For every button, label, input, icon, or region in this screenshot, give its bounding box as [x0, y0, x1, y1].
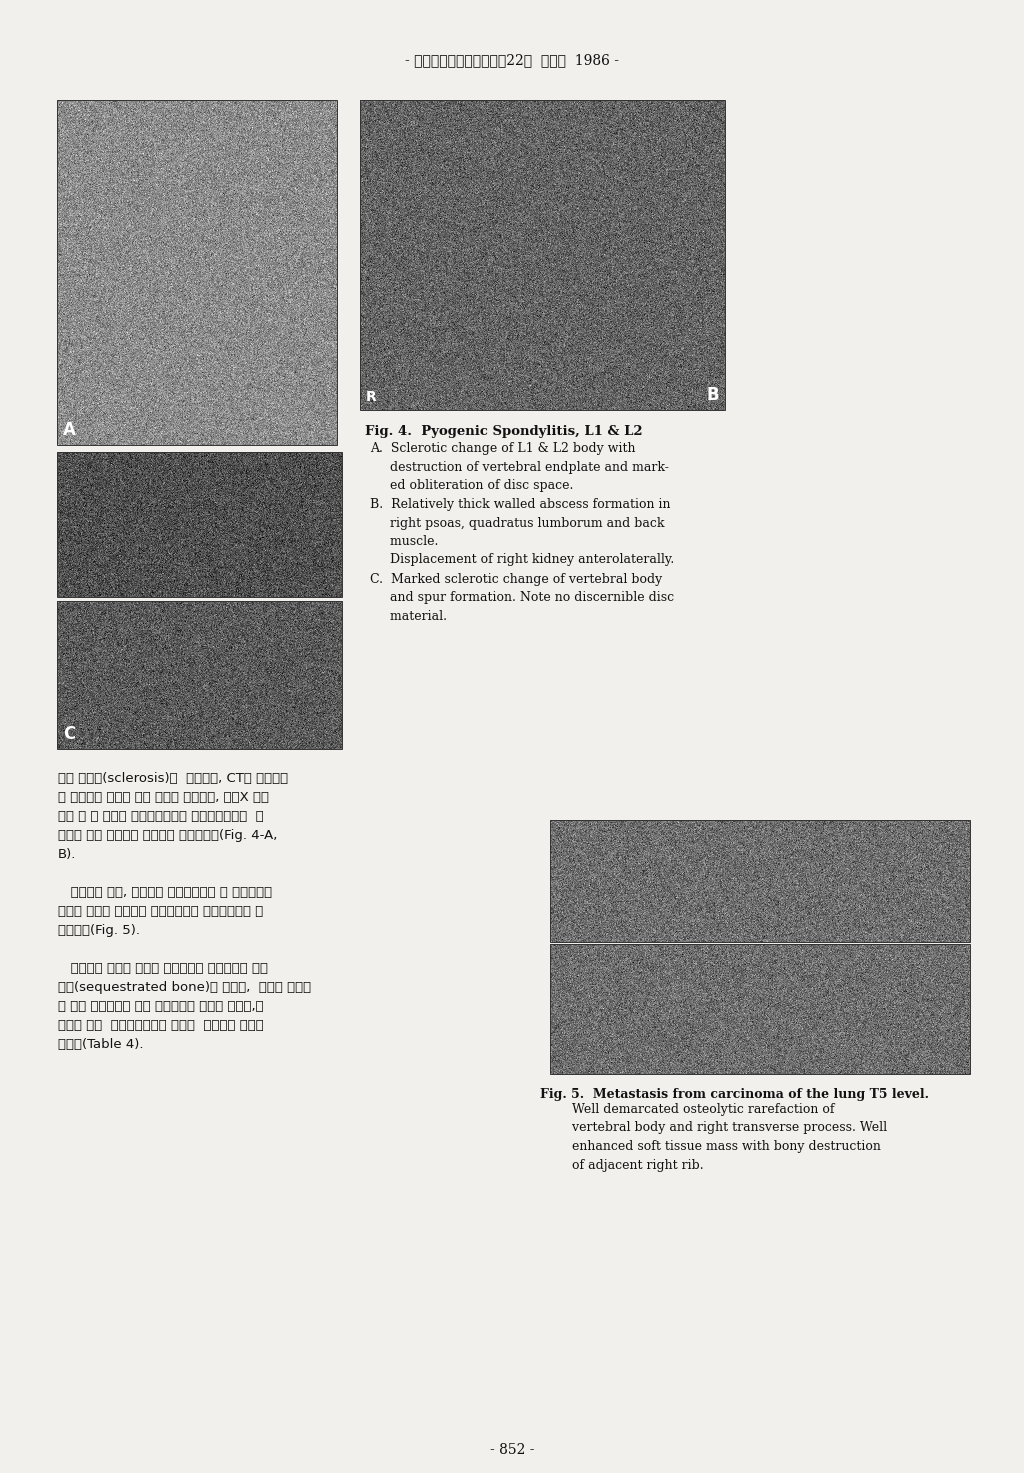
Text: 이면서 양쪽 요근부와 배근부에 존재하였다(Fig. 4-A,: 이면서 양쪽 요근부와 배근부에 존재하였다(Fig. 4-A,: [58, 829, 278, 843]
Text: 영상 볼 수 없었던 철추주위농양이 환성조영증강을  보: 영상 볼 수 없었던 철추주위농양이 환성조영증강을 보: [58, 810, 264, 823]
Text: 파와 골경화(sclerosis)를  보였는데, CT상 불규칙적: 파와 골경화(sclerosis)를 보였는데, CT상 불규칙적: [58, 772, 288, 785]
Text: Well demarcated osteolytic rarefaction of
        vertebral body and right trans: Well demarcated osteolytic rarefaction o…: [540, 1103, 887, 1171]
Text: C: C: [63, 725, 75, 742]
Text: - 852 -: - 852 -: [489, 1444, 535, 1457]
Text: 전이암의 경우, 철추체와 철추후방부위 및 늘골내외의: 전이암의 경우, 철추체와 철추후방부위 및 늘골내외의: [58, 885, 272, 899]
Text: Fig. 5.  Metastasis from carcinoma of the lung T5 level.: Fig. 5. Metastasis from carcinoma of the…: [540, 1089, 929, 1100]
Text: 파괴를 보이며 중등도로 조영증강되는 연조직종괴를 형: 파괴를 보이며 중등도로 조영증강되는 연조직종괴를 형: [58, 904, 263, 918]
Bar: [57, 100, 337, 445]
Text: 성하였다(Fig. 5).: 성하였다(Fig. 5).: [58, 924, 140, 937]
Bar: [550, 820, 970, 943]
Text: B: B: [707, 386, 719, 404]
Text: A: A: [63, 421, 76, 439]
Text: 부골(sequestrated bone)과 골파편,  파괴된 추간판: 부골(sequestrated bone)과 골파편, 파괴된 추간판: [58, 981, 311, 994]
Text: A.  Sclerotic change of L1 & L2 body with
     destruction of vertebral endplate: A. Sclerotic change of L1 & L2 body with…: [370, 442, 669, 492]
Text: 보였다(Table 4).: 보였다(Table 4).: [58, 1038, 143, 1052]
Text: 인 철추판의 파괴와 함께 골극을 형성하고, 단숟X 선촬: 인 철추판의 파괴와 함께 골극을 형성하고, 단숟X 선촬: [58, 791, 269, 804]
Text: - 大韓放射線醫學會誌：第22巻  第５號  1986 -: - 大韓放射線醫學會誌：第22巻 第５號 1986 -: [406, 53, 618, 66]
Text: B).: B).: [58, 848, 77, 862]
Text: Fig. 4.  Pyogenic Spondylitis, L1 & L2: Fig. 4. Pyogenic Spondylitis, L1 & L2: [365, 426, 643, 437]
Bar: [550, 944, 970, 1074]
Bar: [57, 601, 342, 748]
Text: B.  Relatively thick walled abscess formation in
     right psoas, quadratus lum: B. Relatively thick walled abscess forma…: [370, 498, 674, 567]
Bar: [57, 452, 342, 597]
Text: R: R: [366, 390, 377, 404]
Text: 조직에 의한  철추후방침윤시 경도의  신경학적 손상을: 조직에 의한 철추후방침윤시 경도의 신경학적 손상을: [58, 1019, 264, 1033]
Text: 에 의한 철수압박시 심한 하지마비를 초래한 반면에,연: 에 의한 철수압박시 심한 하지마비를 초래한 반면에,연: [58, 1000, 263, 1013]
Bar: [360, 100, 725, 409]
Text: C.  Marked sclerotic change of vertebral body
     and spur formation. Note no d: C. Marked sclerotic change of vertebral …: [370, 573, 674, 623]
Text: 신경학적 증상을 나타낸 철추결핵의 수술소견을 보면: 신경학적 증상을 나타낸 철추결핵의 수술소견을 보면: [58, 962, 268, 975]
